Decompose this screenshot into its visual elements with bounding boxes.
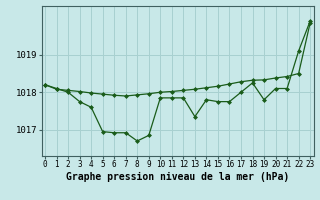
X-axis label: Graphe pression niveau de la mer (hPa): Graphe pression niveau de la mer (hPa) (66, 172, 289, 182)
